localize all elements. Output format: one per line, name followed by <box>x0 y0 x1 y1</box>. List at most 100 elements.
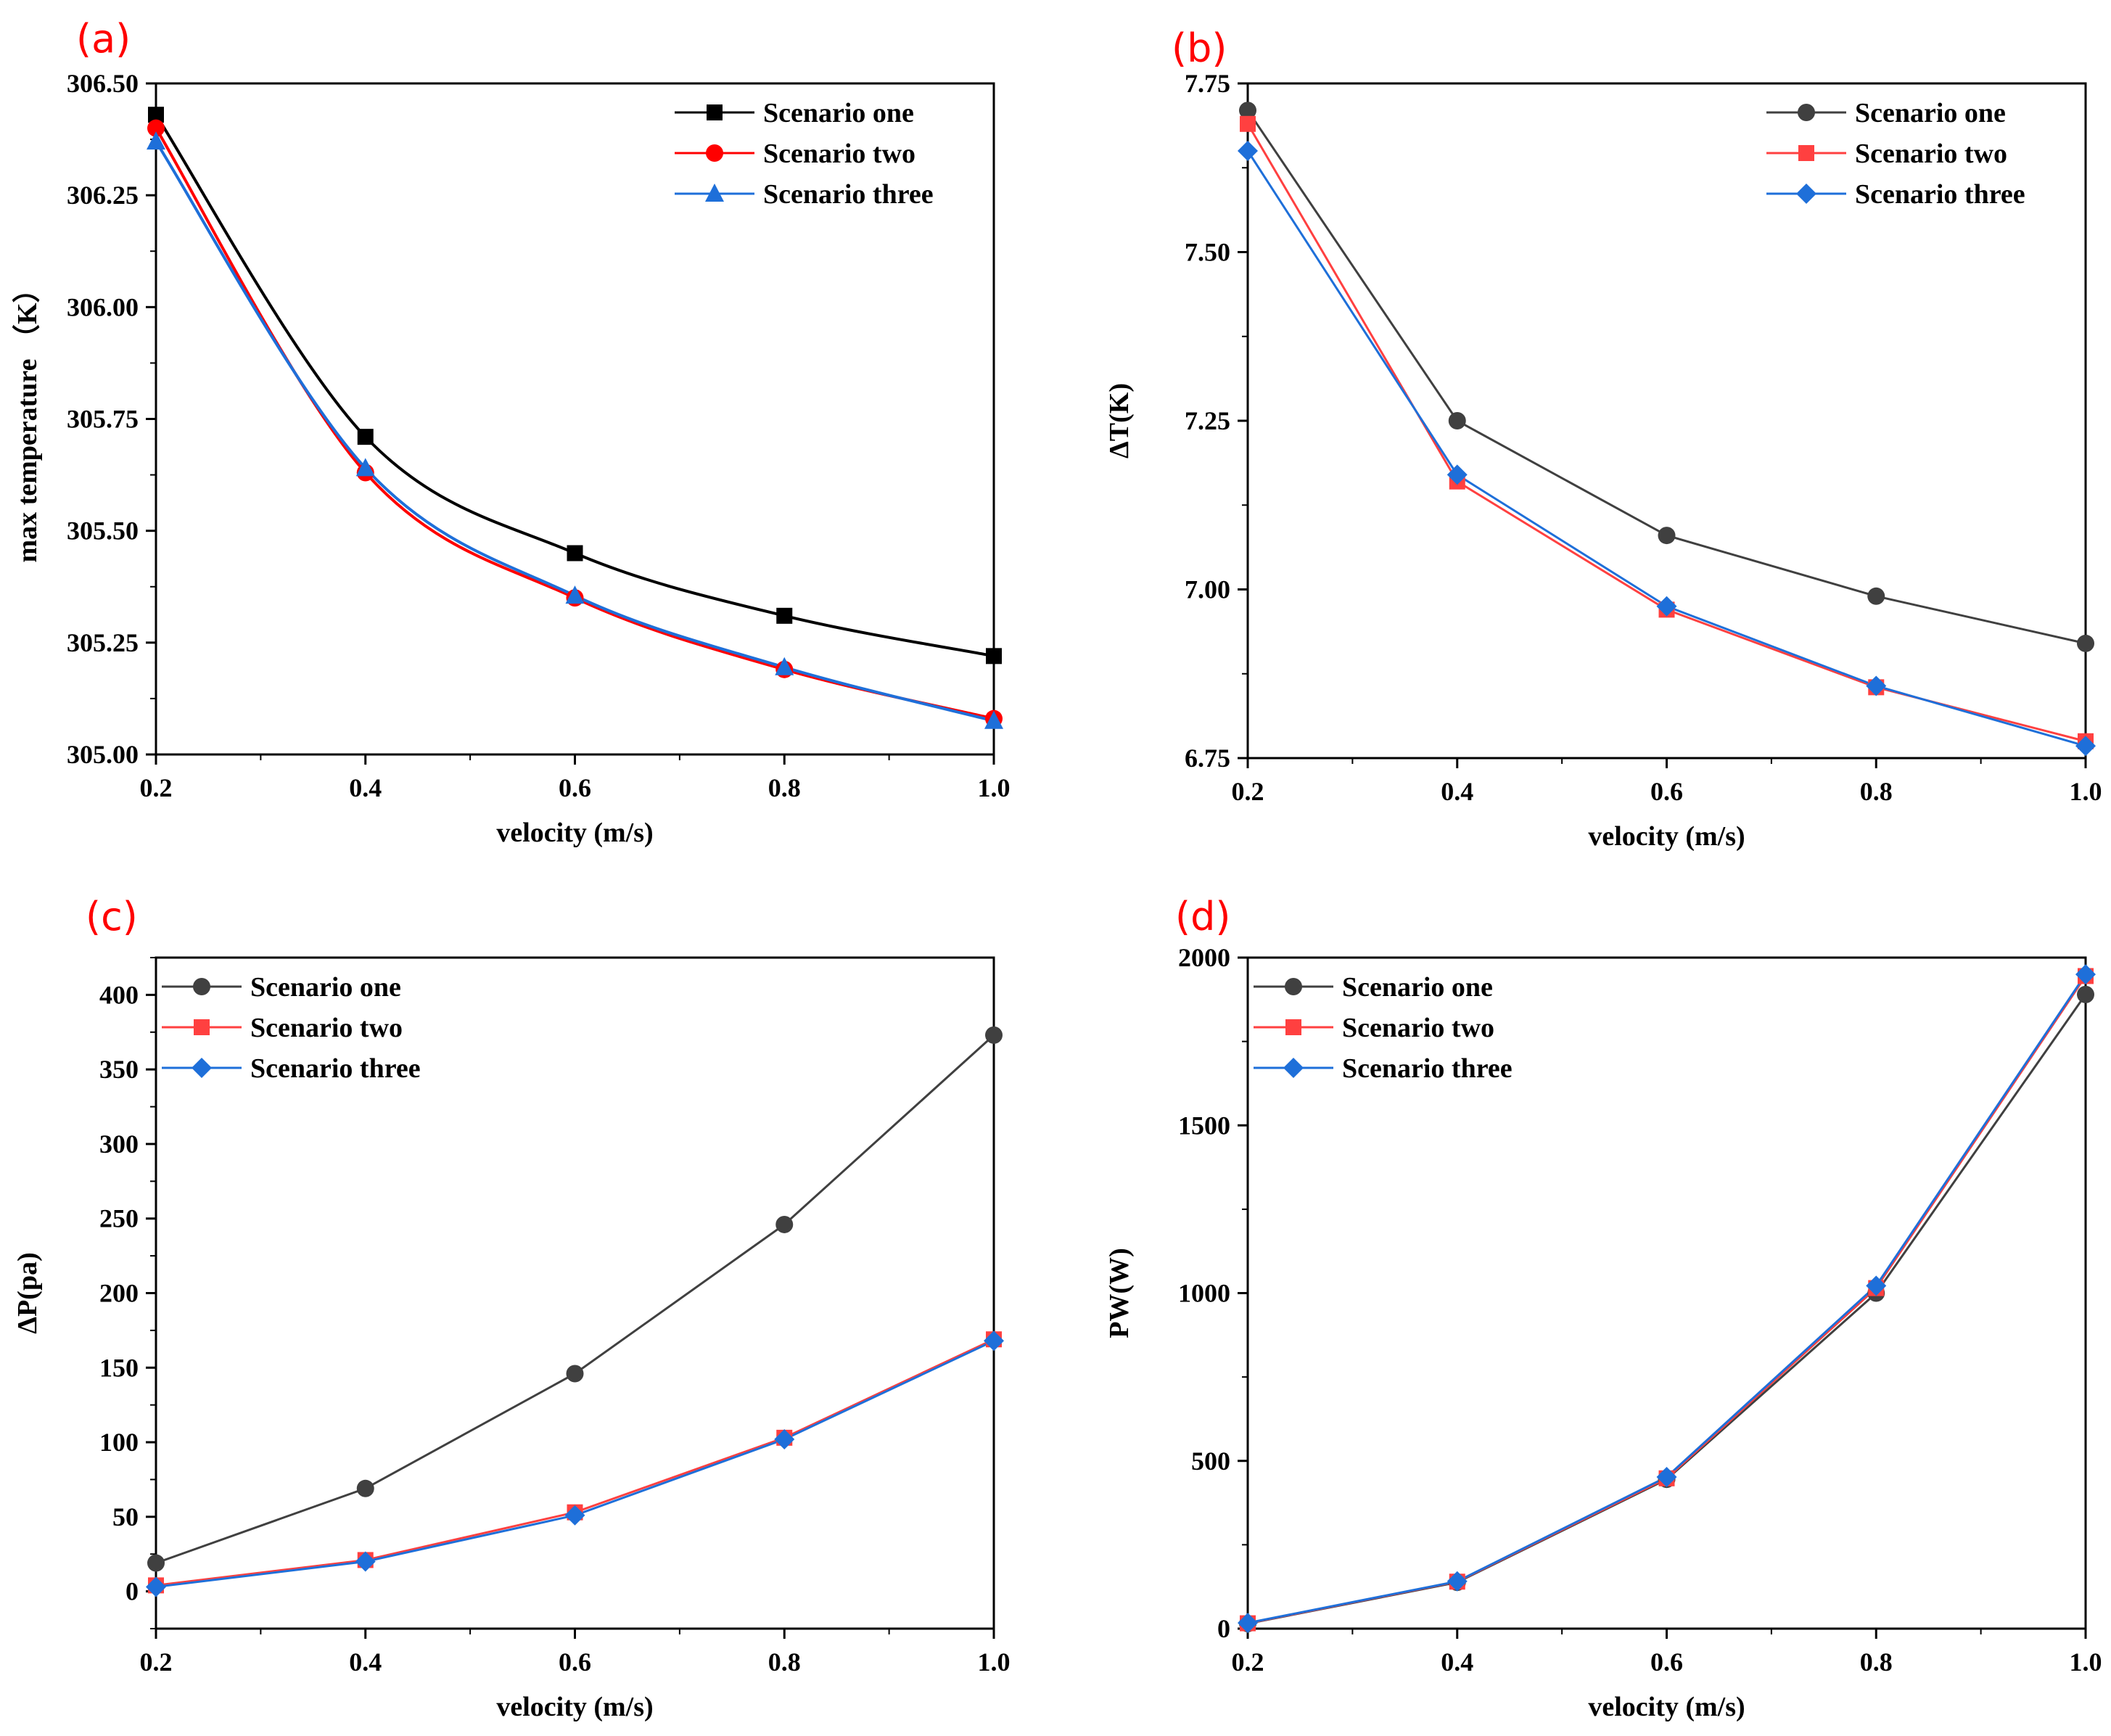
legend: Scenario one Scenario two Scenario three <box>1254 972 1513 1084</box>
y-tick-label: 1500 <box>1178 1111 1230 1140</box>
legend-marker <box>1798 145 1814 161</box>
x-axis-title: velocity (m/s) <box>1588 1692 1745 1722</box>
x-tick-label: 0.8 <box>768 773 801 802</box>
data-point-2-2 <box>1656 596 1677 617</box>
legend-label: Scenario three <box>763 179 934 210</box>
data-point-2-4 <box>984 710 1003 729</box>
y-tick-label: 7.25 <box>1185 406 1230 435</box>
data-point-0-2 <box>567 545 583 561</box>
legend-marker <box>1798 104 1815 121</box>
x-tick-label: 0.2 <box>1232 1647 1264 1677</box>
x-tick-label: 0.8 <box>768 1647 801 1677</box>
data-point-2-3 <box>775 657 794 675</box>
data-point-0-4 <box>986 648 1002 665</box>
x-tick-label: 1.0 <box>2070 777 2102 806</box>
x-tick-label: 0.4 <box>349 773 382 802</box>
data-point-2-0 <box>1238 141 1258 161</box>
series-line-2 <box>1246 150 2086 747</box>
y-tick-label: 305.50 <box>67 517 139 546</box>
x-axis-title: velocity (m/s) <box>1588 821 1745 852</box>
legend-label: Scenario three <box>250 1053 421 1084</box>
data-point-0-2 <box>566 1365 584 1383</box>
data-point-2-4 <box>2075 736 2096 757</box>
y-tick-label: 0 <box>125 1577 139 1606</box>
x-axis-title: velocity (m/s) <box>496 1692 653 1722</box>
legend: Scenario one Scenario two Scenario three <box>162 972 421 1084</box>
data-point-0-2 <box>1658 527 1676 545</box>
y-tick-label: 150 <box>99 1353 139 1382</box>
data-point-0-3 <box>776 607 793 624</box>
panel-label: (c) <box>86 894 138 939</box>
y-tick-label: 1000 <box>1178 1279 1230 1308</box>
y-tick-label: 7.00 <box>1185 575 1230 604</box>
legend-label: Scenario two <box>763 139 915 169</box>
data-point-0-3 <box>775 1215 794 1233</box>
y-tick-label: 306.50 <box>67 69 139 98</box>
data-point-1-0 <box>147 119 165 137</box>
legend-label: Scenario two <box>250 1013 403 1043</box>
legend-marker <box>706 144 723 162</box>
legend-label: Scenario two <box>1855 139 2007 169</box>
legend-label: Scenario three <box>1342 1053 1513 1084</box>
data-point-2-0 <box>1238 1613 1258 1634</box>
chart-3: (d) 0.2 0.4 0.6 0.8 1.0 0 500 1000 1500 2000 veloci… <box>1104 894 2102 1722</box>
legend-label: Scenario one <box>763 98 914 128</box>
x-tick-label: 0.8 <box>1860 777 1893 806</box>
data-point-2-2 <box>564 1505 585 1526</box>
data-point-2-1 <box>355 1551 376 1572</box>
data-point-2-0 <box>147 131 165 150</box>
x-tick-label: 0.4 <box>1441 1647 1473 1677</box>
x-tick-label: 0.6 <box>1650 1647 1683 1677</box>
data-point-2-3 <box>774 1428 795 1449</box>
data-point-1-0 <box>1240 115 1256 132</box>
data-point-0-3 <box>1867 587 1885 605</box>
legend-marker <box>1283 1058 1304 1078</box>
series-line-0 <box>155 1034 995 1564</box>
legend-label: Scenario one <box>250 972 401 1003</box>
x-tick-label: 0.6 <box>1650 777 1683 806</box>
data-point-2-1 <box>1447 464 1468 485</box>
chart-0: (a) 0.2 0.4 0.6 0.8 1.0 305.00 305.25 305.50 305.… <box>12 16 1011 848</box>
legend-marker <box>1285 1019 1301 1035</box>
y-tick-label: 305.00 <box>67 740 139 769</box>
y-tick-label: 50 <box>112 1502 139 1531</box>
y-tick-label: 305.75 <box>67 405 139 434</box>
legend-marker <box>193 978 210 995</box>
x-tick-label: 0.2 <box>1232 777 1264 806</box>
data-point-2-2 <box>565 585 585 604</box>
chart-2: (c) 0.2 0.4 0.6 0.8 1.0 0 50 100 150 200 250 300 350 4… <box>12 894 1011 1722</box>
series-line-2 <box>155 141 995 723</box>
data-point-0-1 <box>357 429 374 445</box>
y-tick-label: 400 <box>99 980 139 1009</box>
data-point-0-0 <box>147 1554 165 1572</box>
panel-label: (b) <box>1172 25 1227 71</box>
legend-marker <box>194 1019 210 1035</box>
x-tick-label: 0.6 <box>559 1647 591 1677</box>
panel-label: (a) <box>76 16 131 62</box>
y-tick-label: 7.75 <box>1185 69 1230 98</box>
legend-label: Scenario two <box>1342 1013 1494 1043</box>
legend: Scenario one Scenario two Scenario three <box>1766 98 2025 210</box>
legend-label: Scenario one <box>1855 98 2006 128</box>
y-tick-label: 2000 <box>1178 943 1230 972</box>
series-line-0 <box>1247 994 2087 1625</box>
x-tick-label: 1.0 <box>978 773 1011 802</box>
data-point-2-3 <box>1866 1275 1887 1296</box>
data-point-2-3 <box>1866 675 1887 696</box>
chart-1: (b) 0.2 0.4 0.6 0.8 1.0 6.75 7.00 7.25 7.50 7.75 ve… <box>1104 25 2102 852</box>
data-point-0-0 <box>148 107 164 123</box>
data-point-2-1 <box>1447 1571 1468 1592</box>
panel-label: (d) <box>1175 894 1230 939</box>
x-tick-label: 0.4 <box>349 1647 382 1677</box>
y-tick-label: 350 <box>99 1055 139 1084</box>
y-tick-label: 306.00 <box>67 292 139 321</box>
y-tick-label: 300 <box>99 1130 139 1159</box>
y-axis-title: ΔT(K) <box>1104 383 1135 458</box>
data-point-0-4 <box>985 1026 1003 1044</box>
legend-marker <box>192 1058 212 1078</box>
y-tick-label: 100 <box>99 1428 139 1457</box>
data-point-0-0 <box>1239 102 1256 120</box>
series-line-1 <box>155 127 995 720</box>
legend-marker <box>1796 184 1816 204</box>
data-point-0-1 <box>356 1479 374 1497</box>
